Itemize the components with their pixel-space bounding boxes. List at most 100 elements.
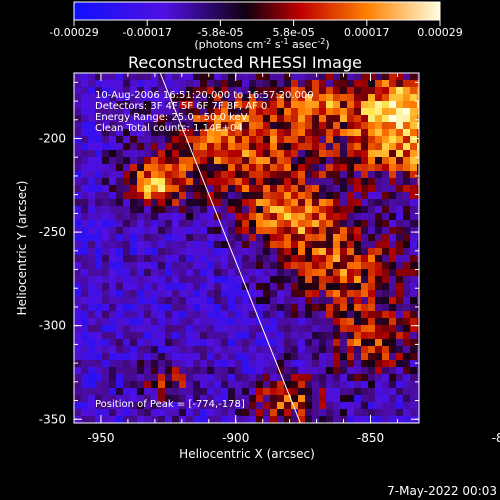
heatmap-cell: [403, 297, 411, 305]
heatmap-cell: [249, 101, 257, 109]
footer-timestamp: 7-May-2022 00:03: [387, 484, 497, 498]
heatmap-cell: [277, 136, 285, 144]
heatmap-cell: [291, 367, 299, 375]
heatmap-cell: [74, 318, 82, 326]
heatmap-cell: [74, 122, 82, 130]
heatmap-cell: [375, 283, 383, 291]
heatmap-cell: [221, 360, 229, 368]
heatmap-cell: [207, 136, 215, 144]
heatmap-cell: [172, 178, 180, 186]
heatmap-cell: [102, 206, 110, 214]
heatmap-cell: [214, 171, 222, 179]
heatmap-cell: [179, 325, 187, 333]
colorbar: [73, 1, 441, 21]
heatmap-cell: [242, 143, 250, 151]
heatmap-cell: [81, 143, 89, 151]
heatmap-cell: [326, 402, 334, 410]
heatmap-cell: [277, 157, 285, 165]
heatmap-cell: [326, 171, 334, 179]
heatmap-cell: [207, 234, 215, 242]
heatmap-cell: [277, 150, 285, 158]
heatmap-cell: [151, 395, 159, 403]
heatmap-cell: [284, 346, 292, 354]
heatmap-cell: [382, 262, 390, 270]
heatmap-cell: [270, 164, 278, 172]
heatmap-cell: [95, 381, 103, 389]
heatmap-cell: [200, 416, 208, 423]
heatmap-cell: [235, 178, 243, 186]
heatmap-cell: [319, 339, 327, 347]
heatmap-cell: [242, 339, 250, 347]
heatmap-cell: [109, 192, 117, 200]
heatmap-cell: [340, 115, 348, 123]
heatmap-cell: [305, 227, 313, 235]
heatmap-cell: [207, 178, 215, 186]
heatmap-cell: [249, 241, 257, 249]
heatmap-cell: [319, 94, 327, 102]
heatmap-cell: [340, 136, 348, 144]
heatmap-cell: [109, 360, 117, 368]
heatmap-cell: [382, 325, 390, 333]
heatmap-cell: [326, 388, 334, 396]
heatmap-cell: [179, 150, 187, 158]
heatmap-cell: [312, 101, 320, 109]
heatmap-cell: [81, 381, 89, 389]
heatmap-cell: [102, 227, 110, 235]
heatmap-cell: [333, 129, 341, 137]
heatmap-cell: [417, 353, 419, 361]
heatmap-cell: [123, 150, 131, 158]
heatmap-cell: [172, 297, 180, 305]
heatmap-cell: [186, 213, 194, 221]
heatmap-cell: [137, 136, 145, 144]
heatmap-cell: [291, 87, 299, 95]
heatmap-cell: [389, 234, 397, 242]
heatmap-cell: [361, 311, 369, 319]
heatmap-cell: [305, 129, 313, 137]
heatmap-cell: [242, 213, 250, 221]
heatmap-cell: [144, 80, 152, 88]
heatmap-cell: [165, 381, 173, 389]
heatmap-cell: [123, 283, 131, 291]
heatmap-cell: [382, 178, 390, 186]
heatmap-cell: [130, 150, 138, 158]
heatmap-cell: [88, 304, 96, 312]
heatmap-cell: [410, 129, 418, 137]
heatmap-cell: [193, 402, 201, 410]
heatmap-cell: [298, 290, 306, 298]
heatmap-cell: [277, 367, 285, 375]
heatmap-cell: [165, 192, 173, 200]
heatmap-cell: [298, 87, 306, 95]
heatmap-cell: [144, 164, 152, 172]
heatmap-cell: [137, 213, 145, 221]
heatmap-cell: [340, 108, 348, 116]
heatmap-cell: [270, 129, 278, 137]
heatmap-cell: [270, 101, 278, 109]
heatmap-cell: [193, 290, 201, 298]
heatmap-cell: [130, 318, 138, 326]
heatmap-cell: [312, 185, 320, 193]
heatmap-cell: [305, 311, 313, 319]
heatmap-cell: [389, 255, 397, 263]
heatmap-cell: [389, 199, 397, 207]
heatmap-cell: [396, 332, 404, 340]
heatmap-cell: [270, 269, 278, 277]
heatmap-cell: [382, 129, 390, 137]
heatmap-cell: [151, 346, 159, 354]
heatmap-cell: [347, 269, 355, 277]
heatmap-cell: [144, 416, 152, 423]
heatmap-cell: [396, 129, 404, 137]
heatmap-cell: [102, 213, 110, 221]
heatmap-cell: [172, 304, 180, 312]
heatmap-cell: [361, 388, 369, 396]
heatmap-cell: [228, 290, 236, 298]
heatmap-cell: [312, 262, 320, 270]
heatmap-cell: [102, 297, 110, 305]
heatmap-cell: [410, 150, 418, 158]
heatmap-cell: [249, 304, 257, 312]
heatmap-cell: [242, 178, 250, 186]
heatmap-cell: [123, 374, 131, 382]
heatmap-cell: [228, 297, 236, 305]
heatmap-cell: [81, 220, 89, 228]
heatmap-cell: [193, 297, 201, 305]
heatmap-cell: [417, 248, 419, 256]
